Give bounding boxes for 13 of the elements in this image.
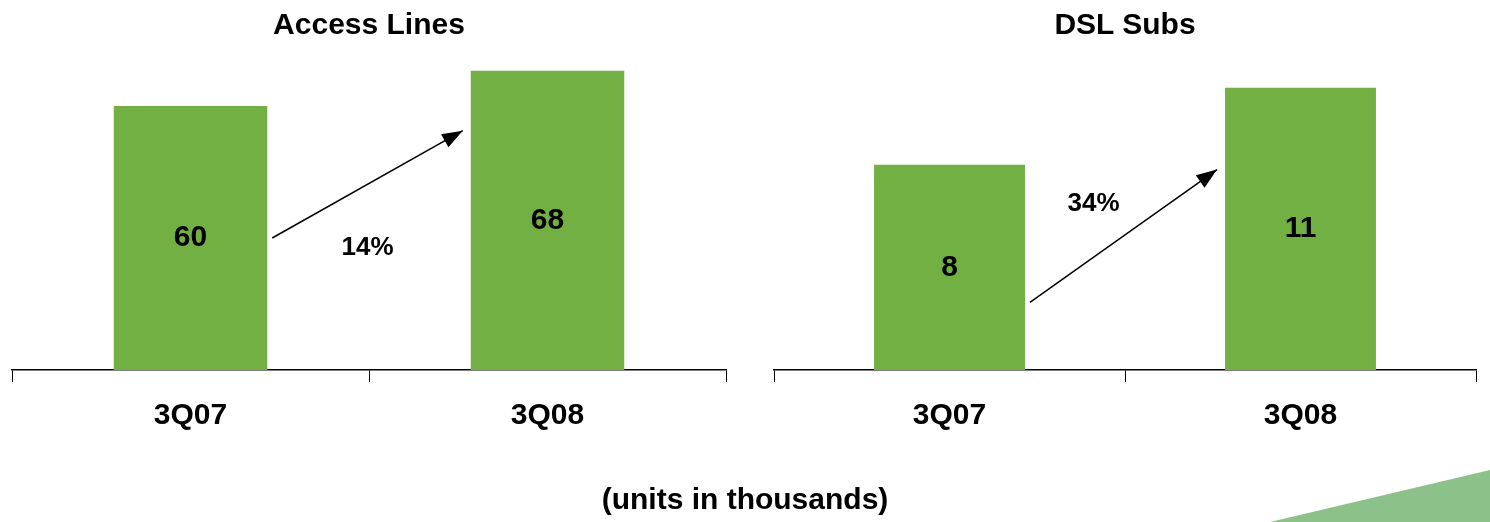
data-label: 8 — [941, 248, 958, 282]
chart-title: Access Lines — [273, 7, 465, 41]
x-tick-label: 3Q08 — [1263, 397, 1338, 431]
annotation: 34% — [1067, 187, 1120, 218]
data-label: 68 — [530, 201, 565, 235]
x-tick-label: 3Q07 — [912, 397, 987, 431]
x-tick-label: 3Q08 — [510, 397, 585, 431]
chart-title: DSL Subs — [1054, 7, 1196, 41]
data-label: 11 — [1284, 210, 1317, 244]
data-label: 60 — [173, 219, 208, 253]
text: (units in thousands) — [600, 482, 890, 516]
annotation: 14% — [341, 231, 394, 262]
x-tick-label: 3Q07 — [153, 397, 228, 431]
